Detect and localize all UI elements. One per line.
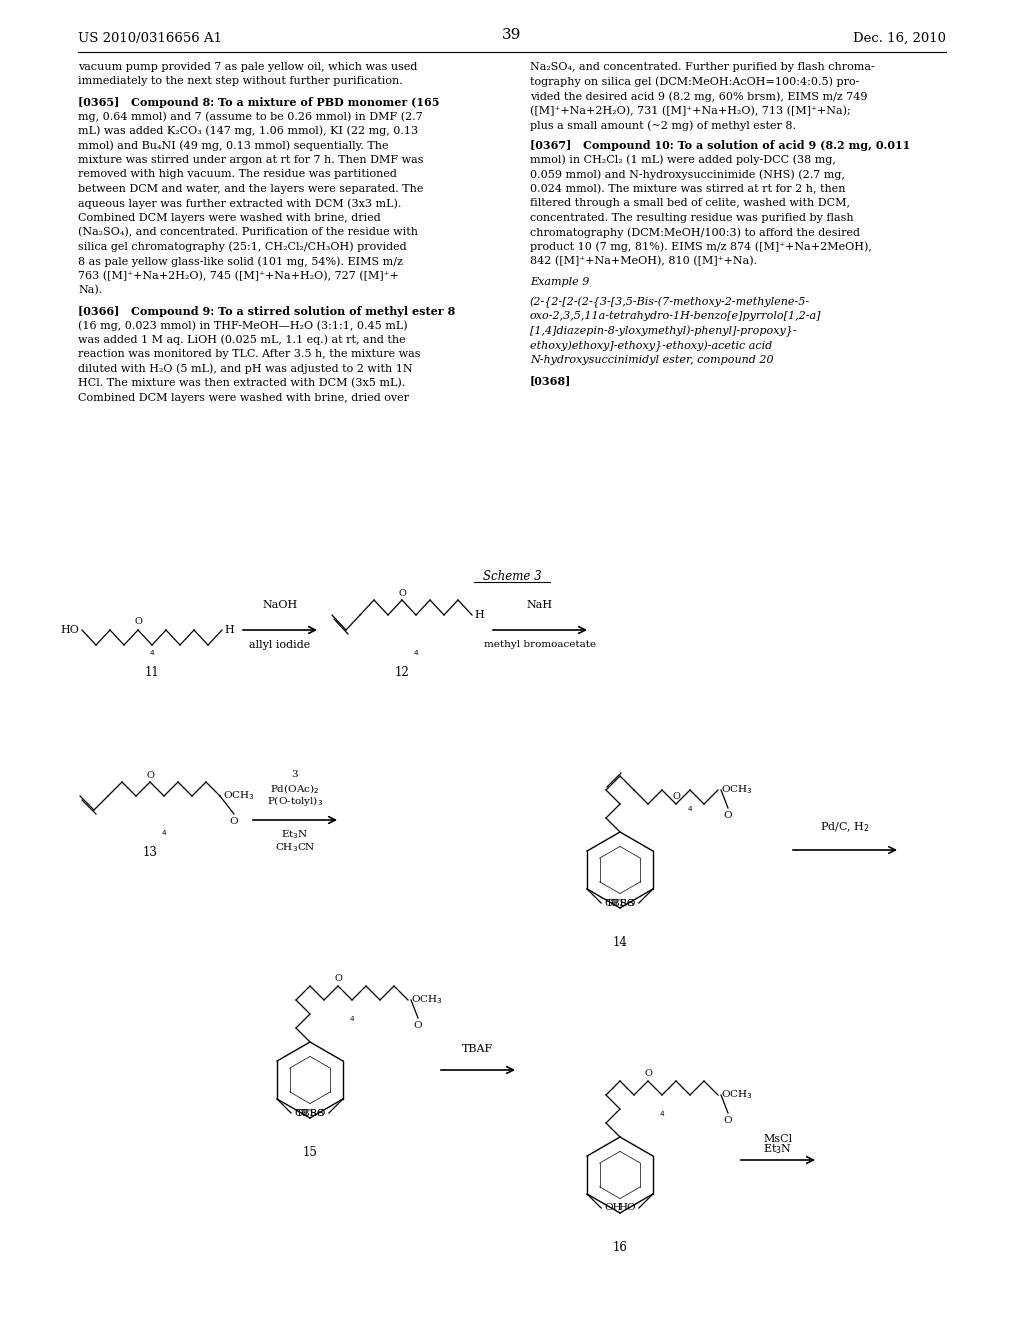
Text: $_{4}$: $_{4}$: [161, 828, 167, 838]
Text: HCl. The mixture was then extracted with DCM (3x5 mL).: HCl. The mixture was then extracted with…: [78, 378, 406, 388]
Text: [0366]   Compound 9: To a stirred solution of methyl ester 8: [0366] Compound 9: To a stirred solution…: [78, 306, 456, 317]
Text: (2-{2-[2-(2-{3-[3,5-Bis-(7-methoxy-2-methylene-5-: (2-{2-[2-(2-{3-[3,5-Bis-(7-methoxy-2-met…: [530, 297, 810, 309]
Text: Pd(OAc)$_2$: Pd(OAc)$_2$: [270, 781, 319, 796]
Text: HO: HO: [618, 1204, 636, 1213]
Text: (16 mg, 0.023 mmol) in THF-MeOH—H₂O (3:1:1, 0.45 mL): (16 mg, 0.023 mmol) in THF-MeOH—H₂O (3:1…: [78, 321, 408, 331]
Text: reaction was monitored by TLC. After 3.5 h, the mixture was: reaction was monitored by TLC. After 3.5…: [78, 348, 421, 359]
Text: Et$_3$N: Et$_3$N: [282, 828, 308, 841]
Text: O: O: [134, 616, 142, 626]
Text: P(O-tolyl)$_3$: P(O-tolyl)$_3$: [267, 795, 324, 808]
Text: 14: 14: [612, 936, 628, 949]
Text: O: O: [724, 810, 732, 820]
Text: Dec. 16, 2010: Dec. 16, 2010: [853, 32, 946, 45]
Text: TBSO: TBSO: [296, 1109, 326, 1118]
Text: ethoxy)ethoxy]-ethoxy}-ethoxy)-acetic acid: ethoxy)ethoxy]-ethoxy}-ethoxy)-acetic ac…: [530, 341, 772, 351]
Text: mixture was stirred under argon at rt for 7 h. Then DMF was: mixture was stirred under argon at rt fo…: [78, 154, 424, 165]
Text: OH: OH: [604, 1204, 622, 1213]
Text: 11: 11: [144, 667, 160, 678]
Text: [0367]   Compound 10: To a solution of acid 9 (8.2 mg, 0.011: [0367] Compound 10: To a solution of aci…: [530, 140, 910, 152]
Text: MsCl: MsCl: [764, 1134, 793, 1144]
Text: HO: HO: [60, 624, 79, 635]
Text: between DCM and water, and the layers were separated. The: between DCM and water, and the layers we…: [78, 183, 423, 194]
Text: OCH$_3$: OCH$_3$: [411, 994, 442, 1006]
Text: CH$_3$CN: CH$_3$CN: [274, 841, 315, 854]
Text: O: O: [644, 1069, 652, 1078]
Text: OCH$_3$: OCH$_3$: [721, 1089, 753, 1101]
Text: O: O: [229, 817, 239, 826]
Text: mL) was added K₂CO₃ (147 mg, 1.06 mmol), KI (22 mg, 0.13: mL) was added K₂CO₃ (147 mg, 1.06 mmol),…: [78, 125, 418, 136]
Text: [0368]: [0368]: [530, 375, 571, 387]
Text: TBAF: TBAF: [463, 1044, 494, 1053]
Text: [0365]   Compound 8: To a mixture of PBD monomer (165: [0365] Compound 8: To a mixture of PBD m…: [78, 96, 439, 108]
Text: Et$_3$N: Et$_3$N: [764, 1142, 793, 1156]
Text: mmol) in CH₂Cl₂ (1 mL) were added poly-DCC (38 mg,: mmol) in CH₂Cl₂ (1 mL) were added poly-D…: [530, 154, 836, 165]
Text: concentrated. The resulting residue was purified by flash: concentrated. The resulting residue was …: [530, 213, 854, 223]
Text: Example 9: Example 9: [530, 277, 590, 286]
Text: NaOH: NaOH: [262, 601, 298, 610]
Text: plus a small amount (~2 mg) of methyl ester 8.: plus a small amount (~2 mg) of methyl es…: [530, 120, 796, 131]
Text: Combined DCM layers were washed with brine, dried: Combined DCM layers were washed with bri…: [78, 213, 381, 223]
Text: $_{4}$: $_{4}$: [413, 648, 419, 657]
Text: 13: 13: [142, 846, 158, 859]
Text: [1,4]diazepin-8-yloxymethyl)-phenyl]-propoxy}-: [1,4]diazepin-8-yloxymethyl)-phenyl]-pro…: [530, 326, 797, 337]
Text: OCH$_3$: OCH$_3$: [721, 784, 753, 796]
Text: ([M]⁺+Na+2H₂O), 731 ([M]⁺+Na+H₂O), 713 ([M]⁺+Na);: ([M]⁺+Na+2H₂O), 731 ([M]⁺+Na+H₂O), 713 (…: [530, 106, 851, 116]
Text: $_{4}$: $_{4}$: [658, 1109, 666, 1118]
Text: oxo-2,3,5,11a-tetrahydro-1H-benzo[e]pyrrolo[1,2-a]: oxo-2,3,5,11a-tetrahydro-1H-benzo[e]pyrr…: [530, 312, 821, 321]
Text: O: O: [724, 1115, 732, 1125]
Text: mmol) and Bu₄NI (49 mg, 0.13 mmol) sequentially. The: mmol) and Bu₄NI (49 mg, 0.13 mmol) seque…: [78, 140, 388, 150]
Text: OTBS: OTBS: [604, 899, 635, 908]
Text: OTBS: OTBS: [294, 1109, 325, 1118]
Text: N-hydroxysuccinimidyl ester, compound 20: N-hydroxysuccinimidyl ester, compound 20: [530, 355, 773, 364]
Text: O: O: [414, 1020, 422, 1030]
Text: chromatography (DCM:MeOH/100:3) to afford the desired: chromatography (DCM:MeOH/100:3) to affor…: [530, 227, 860, 238]
Text: removed with high vacuum. The residue was partitioned: removed with high vacuum. The residue wa…: [78, 169, 397, 180]
Text: TBSO: TBSO: [605, 899, 636, 908]
Text: allyl iodide: allyl iodide: [250, 640, 310, 649]
Text: O: O: [146, 771, 154, 780]
Text: 12: 12: [394, 667, 410, 678]
Text: $_{4}$: $_{4}$: [687, 804, 693, 813]
Text: 8 as pale yellow glass-like solid (101 mg, 54%). EIMS m/z: 8 as pale yellow glass-like solid (101 m…: [78, 256, 402, 267]
Text: 0.059 mmol) and N-hydroxysuccinimide (NHS) (2.7 mg,: 0.059 mmol) and N-hydroxysuccinimide (NH…: [530, 169, 845, 180]
Text: Pd/C, H$_2$: Pd/C, H$_2$: [820, 821, 870, 834]
Text: aqueous layer was further extracted with DCM (3x3 mL).: aqueous layer was further extracted with…: [78, 198, 401, 209]
Text: 763 ([M]⁺+Na+2H₂O), 745 ([M]⁺+Na+H₂O), 727 ([M]⁺+: 763 ([M]⁺+Na+2H₂O), 745 ([M]⁺+Na+H₂O), 7…: [78, 271, 399, 281]
Text: silica gel chromatography (25:1, CH₂Cl₂/CH₃OH) provided: silica gel chromatography (25:1, CH₂Cl₂/…: [78, 242, 407, 252]
Text: Na).: Na).: [78, 285, 102, 296]
Text: immediately to the next step without further purification.: immediately to the next step without fur…: [78, 77, 402, 87]
Text: H: H: [224, 624, 233, 635]
Text: Na₂SO₄, and concentrated. Further purified by flash chroma-: Na₂SO₄, and concentrated. Further purifi…: [530, 62, 874, 73]
Text: mg, 0.64 mmol) and 7 (assume to be 0.26 mmol) in DMF (2.7: mg, 0.64 mmol) and 7 (assume to be 0.26 …: [78, 111, 423, 121]
Text: vacuum pump provided 7 as pale yellow oil, which was used: vacuum pump provided 7 as pale yellow oi…: [78, 62, 418, 73]
Text: OCH$_3$: OCH$_3$: [223, 789, 255, 803]
Text: $_{4}$: $_{4}$: [148, 648, 156, 657]
Text: $_{4}$: $_{4}$: [349, 1014, 355, 1023]
Text: O: O: [398, 589, 406, 598]
Text: 39: 39: [503, 28, 521, 42]
Text: 16: 16: [612, 1241, 628, 1254]
Text: was added 1 M aq. LiOH (0.025 mL, 1.1 eq.) at rt, and the: was added 1 M aq. LiOH (0.025 mL, 1.1 eq…: [78, 334, 406, 345]
Text: vided the desired acid 9 (8.2 mg, 60% brsm), EIMS m/z 749: vided the desired acid 9 (8.2 mg, 60% br…: [530, 91, 867, 102]
Text: 3: 3: [292, 770, 298, 779]
Text: (Na₂SO₄), and concentrated. Purification of the residue with: (Na₂SO₄), and concentrated. Purification…: [78, 227, 418, 238]
Text: diluted with H₂O (5 mL), and pH was adjusted to 2 with 1N: diluted with H₂O (5 mL), and pH was adju…: [78, 363, 413, 374]
Text: Combined DCM layers were washed with brine, dried over: Combined DCM layers were washed with bri…: [78, 392, 409, 403]
Text: 842 ([M]⁺+Na+MeOH), 810 ([M]⁺+Na).: 842 ([M]⁺+Na+MeOH), 810 ([M]⁺+Na).: [530, 256, 757, 267]
Text: methyl bromoacetate: methyl bromoacetate: [484, 640, 596, 649]
Text: product 10 (7 mg, 81%). EIMS m/z 874 ([M]⁺+Na+2MeOH),: product 10 (7 mg, 81%). EIMS m/z 874 ([M…: [530, 242, 871, 252]
Text: O: O: [334, 974, 342, 983]
Text: 15: 15: [302, 1146, 317, 1159]
Text: H: H: [474, 610, 483, 620]
Text: US 2010/0316656 A1: US 2010/0316656 A1: [78, 32, 222, 45]
Text: tography on silica gel (DCM:MeOH:AcOH=100:4:0.5) pro-: tography on silica gel (DCM:MeOH:AcOH=10…: [530, 77, 859, 87]
Text: O: O: [672, 792, 680, 801]
Text: 0.024 mmol). The mixture was stirred at rt for 2 h, then: 0.024 mmol). The mixture was stirred at …: [530, 183, 846, 194]
Text: Scheme 3: Scheme 3: [482, 570, 542, 583]
Text: filtered through a small bed of celite, washed with DCM,: filtered through a small bed of celite, …: [530, 198, 850, 209]
Text: NaH: NaH: [527, 601, 553, 610]
